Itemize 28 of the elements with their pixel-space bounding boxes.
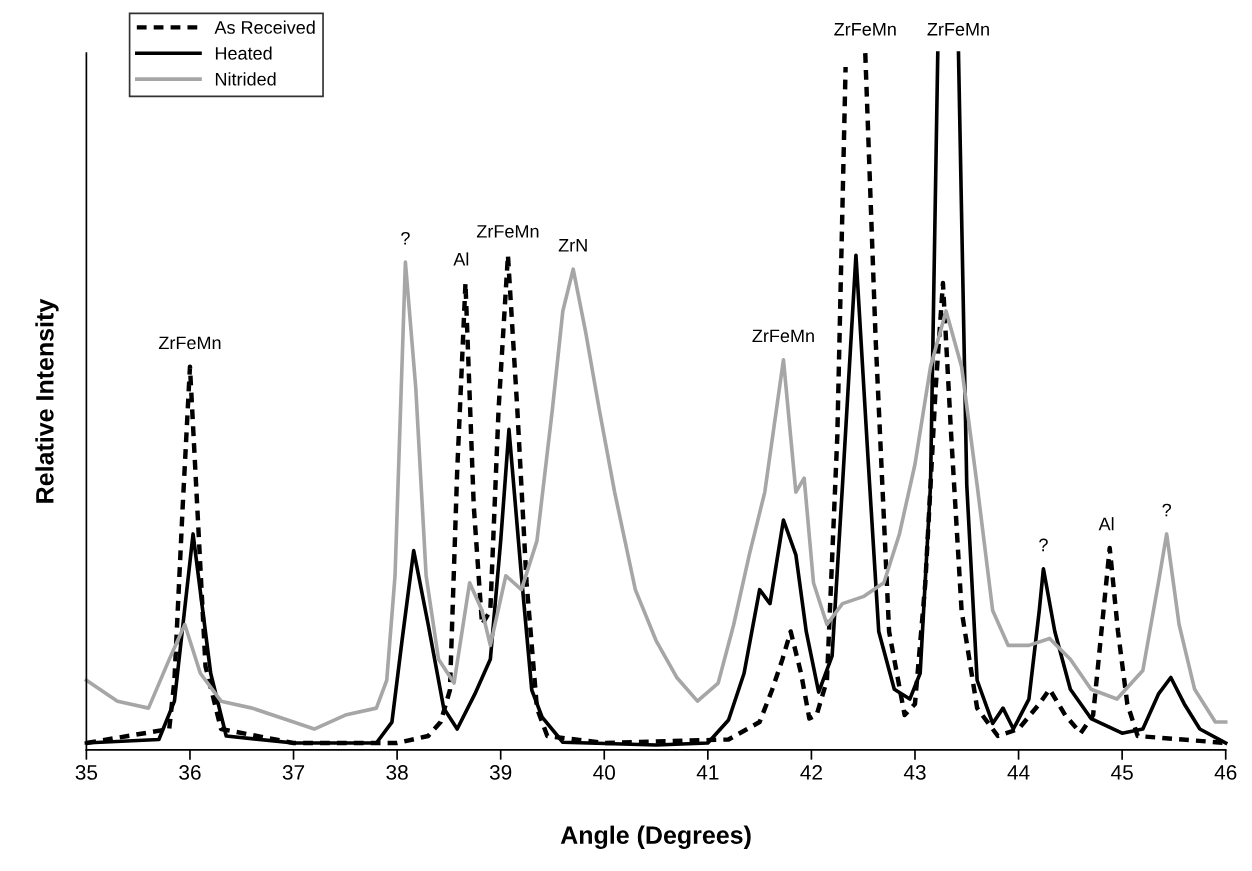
x-tick-label: 38 (386, 765, 408, 780)
annotation: ZrFeMn (158, 336, 221, 350)
annotation: ? (401, 231, 410, 245)
annotation: Al (453, 252, 469, 266)
x-tick-label: 42 (800, 765, 822, 780)
x-tick-label: 44 (1007, 765, 1030, 780)
annotation: ? (1039, 538, 1048, 552)
legend-label: Nitrided (215, 72, 276, 86)
annotation: ? (1162, 503, 1172, 517)
annotation: ZrFeMn (476, 225, 539, 238)
annotation: ZrFeMn (752, 329, 814, 343)
x-tick-label: 36 (179, 765, 201, 780)
x-tick-label: 45 (1111, 765, 1133, 780)
annotation: ZrN (558, 239, 587, 252)
x-tick-label: 37 (282, 765, 305, 780)
annotation: Al (1098, 517, 1114, 531)
legend-label: Heated (215, 46, 272, 60)
x-axis-title: Angle (Degrees) (560, 825, 751, 850)
x-tick-label: 35 (75, 765, 98, 780)
x-tick-label: 43 (903, 765, 926, 780)
y-axis-title: Relative Intensity (35, 298, 59, 503)
x-tick-label: 39 (489, 765, 512, 780)
x-tick-label: 41 (696, 765, 719, 780)
legend-label: As Received (214, 20, 315, 34)
annotation: ZrFeMn (834, 23, 896, 36)
x-tick-label: 40 (593, 765, 616, 780)
annotation: ZrFeMn (927, 23, 989, 36)
x-tick-label: 46 (1214, 765, 1237, 780)
